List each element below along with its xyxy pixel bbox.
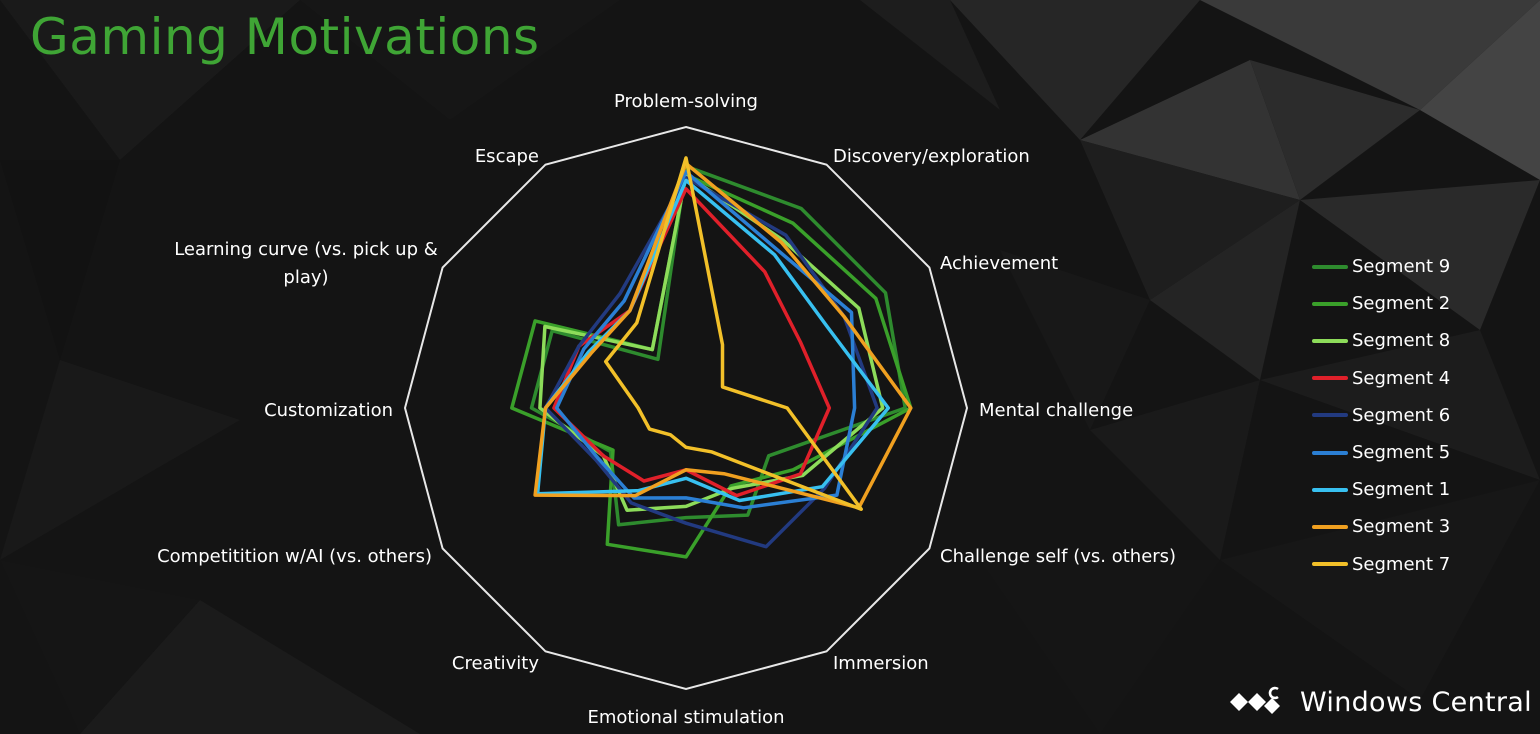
axis-label-creativity: Creativity — [452, 653, 539, 674]
legend-swatch — [1312, 376, 1348, 381]
axis-label-learning-curve-line2: play) — [283, 267, 328, 288]
legend-label: Segment 1 — [1352, 479, 1451, 501]
legend-label: Segment 7 — [1352, 553, 1451, 575]
legend-item: Segment 4 — [1312, 360, 1450, 397]
legend-label: Segment 6 — [1352, 404, 1451, 426]
legend-swatch — [1312, 413, 1348, 418]
legend-item: Segment 7 — [1312, 546, 1450, 583]
legend-swatch — [1312, 487, 1348, 492]
legend-swatch — [1312, 450, 1348, 455]
axis-label-escape: Escape — [475, 146, 539, 167]
page-title: Gaming Motivations — [30, 8, 540, 66]
axis-label-discovery-exploration: Discovery/exploration — [833, 146, 1030, 167]
series-line-segment-7 — [603, 156, 863, 511]
legend-swatch — [1312, 338, 1348, 343]
radar-frame — [403, 125, 969, 691]
legend-swatch — [1312, 524, 1348, 529]
legend-item: Segment 2 — [1312, 285, 1450, 322]
legend: Segment 9 Segment 2 Segment 8 Segment 4 … — [1312, 248, 1450, 583]
watermark: Windows Central — [1228, 684, 1532, 720]
series-line-segment-9 — [529, 164, 907, 527]
series-line-segment-2 — [510, 173, 913, 559]
axis-label-emotional-stimulation: Emotional stimulation — [587, 707, 784, 728]
legend-label: Segment 2 — [1352, 293, 1451, 315]
legend-swatch — [1312, 301, 1348, 306]
legend-label: Segment 9 — [1352, 256, 1451, 278]
legend-swatch — [1312, 562, 1348, 567]
axis-label-learning-curve: Learning curve (vs. pick up & — [174, 239, 438, 260]
legend-label: Segment 5 — [1352, 442, 1451, 464]
legend-item: Segment 1 — [1312, 471, 1450, 508]
axis-label-immersion: Immersion — [833, 653, 929, 674]
legend-item: Segment 3 — [1312, 508, 1450, 545]
axis-label-customization: Customization — [264, 400, 393, 421]
series-line-segment-3 — [533, 161, 913, 510]
legend-label: Segment 3 — [1352, 516, 1451, 538]
axis-label-competition-ai: Competitition w/AI (vs. others) — [157, 546, 432, 567]
legend-item: Segment 9 — [1312, 248, 1450, 285]
legend-item: Segment 8 — [1312, 322, 1450, 359]
axis-label-challenge-self: Challenge self (vs. others) — [940, 546, 1176, 567]
legend-item: Segment 6 — [1312, 397, 1450, 434]
series-line-segment-5 — [554, 170, 857, 510]
legend-swatch — [1312, 264, 1348, 269]
legend-item: Segment 5 — [1312, 434, 1450, 471]
series-line-segment-1 — [535, 178, 891, 503]
watermark-text: Windows Central — [1300, 686, 1532, 718]
windows-central-logo-icon — [1230, 686, 1280, 714]
series-line-segment-8 — [538, 173, 885, 512]
legend-label: Segment 4 — [1352, 367, 1451, 389]
axis-label-achievement: Achievement — [940, 253, 1058, 274]
radar-series-group — [510, 156, 913, 559]
axis-label-mental-challenge: Mental challenge — [979, 400, 1133, 421]
legend-label: Segment 8 — [1352, 330, 1451, 352]
axis-label-problem-solving: Problem-solving — [614, 91, 758, 112]
